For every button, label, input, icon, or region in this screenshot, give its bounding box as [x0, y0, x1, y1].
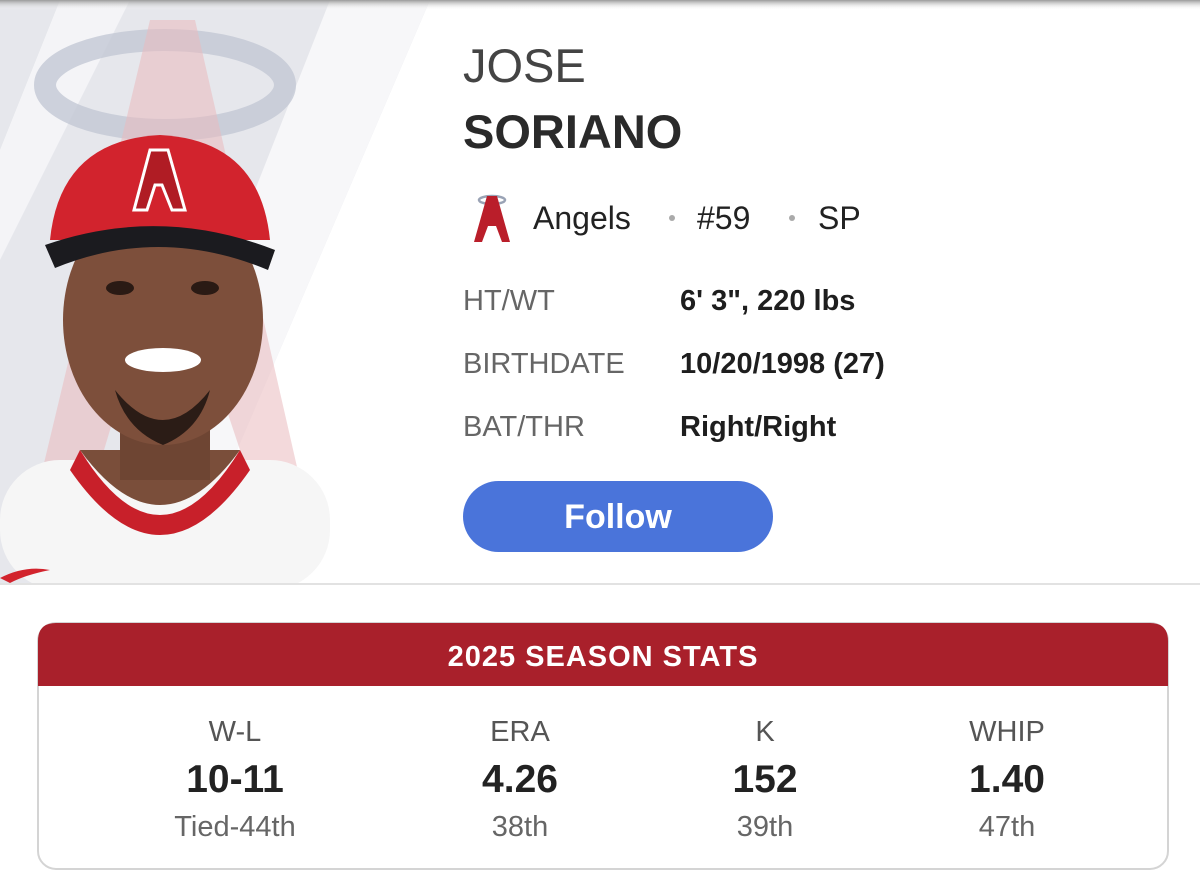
- top-shadow: [0, 0, 1200, 10]
- follow-button[interactable]: Follow: [463, 481, 773, 552]
- bio-value: 6' 3", 220 lbs: [680, 285, 855, 317]
- stats-box: 2025 SEASON STATS: [37, 622, 1169, 870]
- separator-dot: [669, 215, 675, 221]
- first-name: JOSE: [463, 39, 586, 92]
- stat-value: 4.26: [482, 758, 558, 801]
- stat-rank: 39th: [737, 811, 793, 843]
- stat-value: 1.40: [969, 758, 1045, 801]
- bio-label: HT/WT: [463, 285, 555, 317]
- stat-label: ERA: [490, 716, 550, 748]
- stat-label: WHIP: [969, 716, 1045, 748]
- bio-value: Right/Right: [680, 411, 837, 443]
- stat-rank: 38th: [492, 811, 548, 843]
- stat-label: K: [755, 716, 775, 748]
- bio-value: 10/20/1998 (27): [680, 348, 885, 380]
- separator-dot: [789, 215, 795, 221]
- bio-label: BIRTHDATE: [463, 348, 625, 380]
- follow-button-label[interactable]: Follow: [564, 498, 672, 536]
- stats-columns: W-L 10-11 Tied-44th ERA 4.26 38th K 152 39th WHIP…: [174, 716, 1045, 843]
- bio-label: BAT/THR: [463, 411, 585, 443]
- stat-value: 10-11: [186, 758, 284, 801]
- stat-value: 152: [732, 758, 797, 801]
- team-logo: [474, 194, 510, 242]
- stat-rank: Tied-44th: [174, 811, 295, 843]
- stat-rank: 47th: [979, 811, 1035, 843]
- team-name: Angels: [533, 200, 631, 236]
- follow-button-bg[interactable]: [463, 481, 773, 552]
- stats-header: [38, 623, 1168, 686]
- player-photo: [0, 0, 430, 583]
- last-name: SORIANO: [463, 105, 682, 158]
- stats-title: 2025 SEASON STATS: [448, 641, 759, 673]
- stat-label: W-L: [209, 716, 262, 748]
- jersey-number: #59: [697, 200, 750, 236]
- position: SP: [818, 200, 861, 236]
